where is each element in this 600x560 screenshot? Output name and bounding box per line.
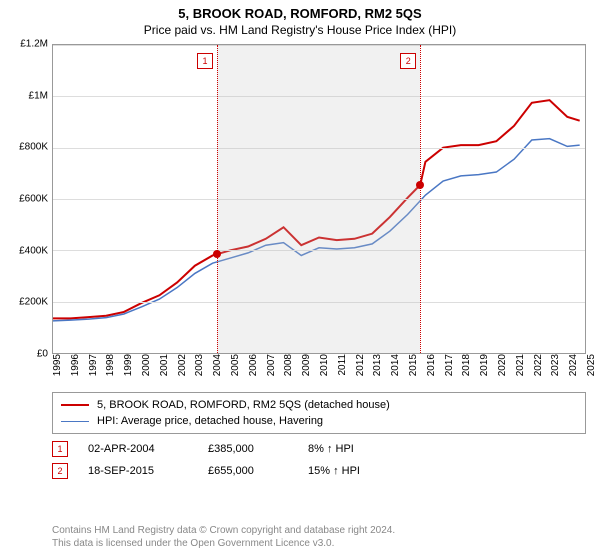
sale-marker-line <box>217 45 218 353</box>
legend-item: 5, BROOK ROAD, ROMFORD, RM2 5QS (detache… <box>61 397 577 413</box>
sale-diff: 15% ↑ HPI <box>308 465 378 477</box>
y-tick-label: £400K <box>8 245 48 256</box>
x-tick-label: 1998 <box>105 354 116 376</box>
footer-line-1: Contains HM Land Registry data © Crown c… <box>52 524 586 537</box>
x-tick-label: 2020 <box>497 354 508 376</box>
x-axis-labels: 1995 1996 1997 1998 1999 2000 2001 2002 2003 2004… <box>52 354 586 384</box>
owned-period-band <box>217 45 420 353</box>
sale-row: 1 02-APR-2004 £385,000 8% ↑ HPI <box>52 438 586 460</box>
legend-swatch <box>61 404 89 406</box>
y-tick-label: £200K <box>8 297 48 308</box>
sale-row: 2 18-SEP-2015 £655,000 15% ↑ HPI <box>52 460 586 482</box>
sale-marker-dot <box>213 250 221 258</box>
sale-date: 02-APR-2004 <box>88 443 188 455</box>
legend-label: 5, BROOK ROAD, ROMFORD, RM2 5QS (detache… <box>97 399 390 411</box>
x-tick-label: 1996 <box>70 354 81 376</box>
legend-box: 5, BROOK ROAD, ROMFORD, RM2 5QS (detache… <box>52 392 586 434</box>
x-tick-label: 2009 <box>301 354 312 376</box>
chart-container: 5, BROOK ROAD, ROMFORD, RM2 5QS Price pa… <box>0 0 600 560</box>
sale-badge: 2 <box>52 463 68 479</box>
x-tick-label: 2000 <box>141 354 152 376</box>
x-tick-label: 2014 <box>390 354 401 376</box>
x-tick-label: 2001 <box>159 354 170 376</box>
sale-marker-dot <box>416 181 424 189</box>
sale-marker-badge: 2 <box>400 53 416 69</box>
x-tick-label: 2021 <box>515 354 526 376</box>
sale-badge: 1 <box>52 441 68 457</box>
x-tick-label: 2008 <box>283 354 294 376</box>
sale-marker-badge: 1 <box>197 53 213 69</box>
x-tick-label: 2007 <box>266 354 277 376</box>
chart-title: 5, BROOK ROAD, ROMFORD, RM2 5QS <box>0 0 600 21</box>
footer-attribution: Contains HM Land Registry data © Crown c… <box>52 524 586 550</box>
legend-label: HPI: Average price, detached house, Have… <box>97 415 323 427</box>
x-tick-label: 2005 <box>230 354 241 376</box>
x-tick-label: 1997 <box>88 354 99 376</box>
y-tick-label: £800K <box>8 142 48 153</box>
x-tick-label: 2025 <box>586 354 597 376</box>
plot-area: 12 <box>52 44 586 354</box>
sales-table: 1 02-APR-2004 £385,000 8% ↑ HPI 2 18-SEP-2015… <box>52 438 586 482</box>
x-tick-label: 2010 <box>319 354 330 376</box>
x-tick-label: 2004 <box>212 354 223 376</box>
x-tick-label: 2013 <box>372 354 383 376</box>
legend-swatch <box>61 421 89 422</box>
sale-price: £655,000 <box>208 465 288 477</box>
x-tick-label: 2022 <box>533 354 544 376</box>
x-tick-label: 2016 <box>426 354 437 376</box>
x-tick-label: 2024 <box>568 354 579 376</box>
y-tick-label: £600K <box>8 194 48 205</box>
x-tick-label: 1995 <box>52 354 63 376</box>
sale-price: £385,000 <box>208 443 288 455</box>
x-tick-label: 2015 <box>408 354 419 376</box>
x-tick-label: 2002 <box>177 354 188 376</box>
x-tick-label: 2017 <box>444 354 455 376</box>
x-tick-label: 2023 <box>550 354 561 376</box>
footer-line-2: This data is licensed under the Open Gov… <box>52 537 586 550</box>
y-tick-label: £1.2M <box>8 39 48 50</box>
x-tick-label: 2011 <box>337 354 348 376</box>
legend-item: HPI: Average price, detached house, Have… <box>61 413 577 429</box>
x-tick-label: 2006 <box>248 354 259 376</box>
sale-diff: 8% ↑ HPI <box>308 443 378 455</box>
x-tick-label: 1999 <box>123 354 134 376</box>
y-tick-label: £0 <box>8 349 48 360</box>
chart-area: £0£200K£400K£600K£800K£1M£1.2M 12 199519… <box>8 44 592 384</box>
sale-date: 18-SEP-2015 <box>88 465 188 477</box>
chart-subtitle: Price paid vs. HM Land Registry's House … <box>0 21 600 41</box>
x-tick-label: 2018 <box>461 354 472 376</box>
y-tick-label: £1M <box>8 90 48 101</box>
x-tick-label: 2019 <box>479 354 490 376</box>
sale-marker-line <box>420 45 421 353</box>
x-tick-label: 2003 <box>194 354 205 376</box>
x-tick-label: 2012 <box>355 354 366 376</box>
